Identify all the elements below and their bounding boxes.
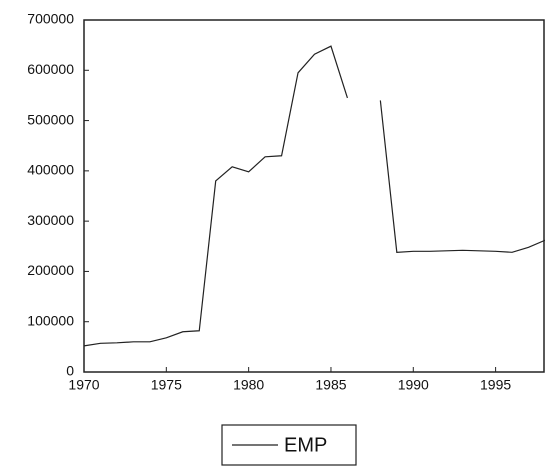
y-tick-label: 300000 [27, 212, 74, 228]
y-tick-label: 400000 [27, 162, 74, 178]
x-tick-label: 1980 [233, 377, 264, 393]
x-tick-label: 1985 [315, 377, 346, 393]
plot-frame [83, 19, 545, 373]
y-tick-label: 100000 [27, 312, 74, 328]
x-tick-label: 1975 [151, 377, 182, 393]
y-tick-label: 0 [66, 363, 74, 379]
y-tick-label: 600000 [27, 61, 74, 77]
y-tick-label: 500000 [27, 111, 74, 127]
y-tick-label: 700000 [27, 11, 74, 27]
y-tick-label: 200000 [27, 262, 74, 278]
x-tick-label: 1995 [480, 377, 511, 393]
x-tick-label: 1990 [398, 377, 429, 393]
data-line [83, 45, 545, 347]
x-tick-label: 1970 [68, 377, 99, 393]
legend-label: EMP [284, 434, 327, 456]
